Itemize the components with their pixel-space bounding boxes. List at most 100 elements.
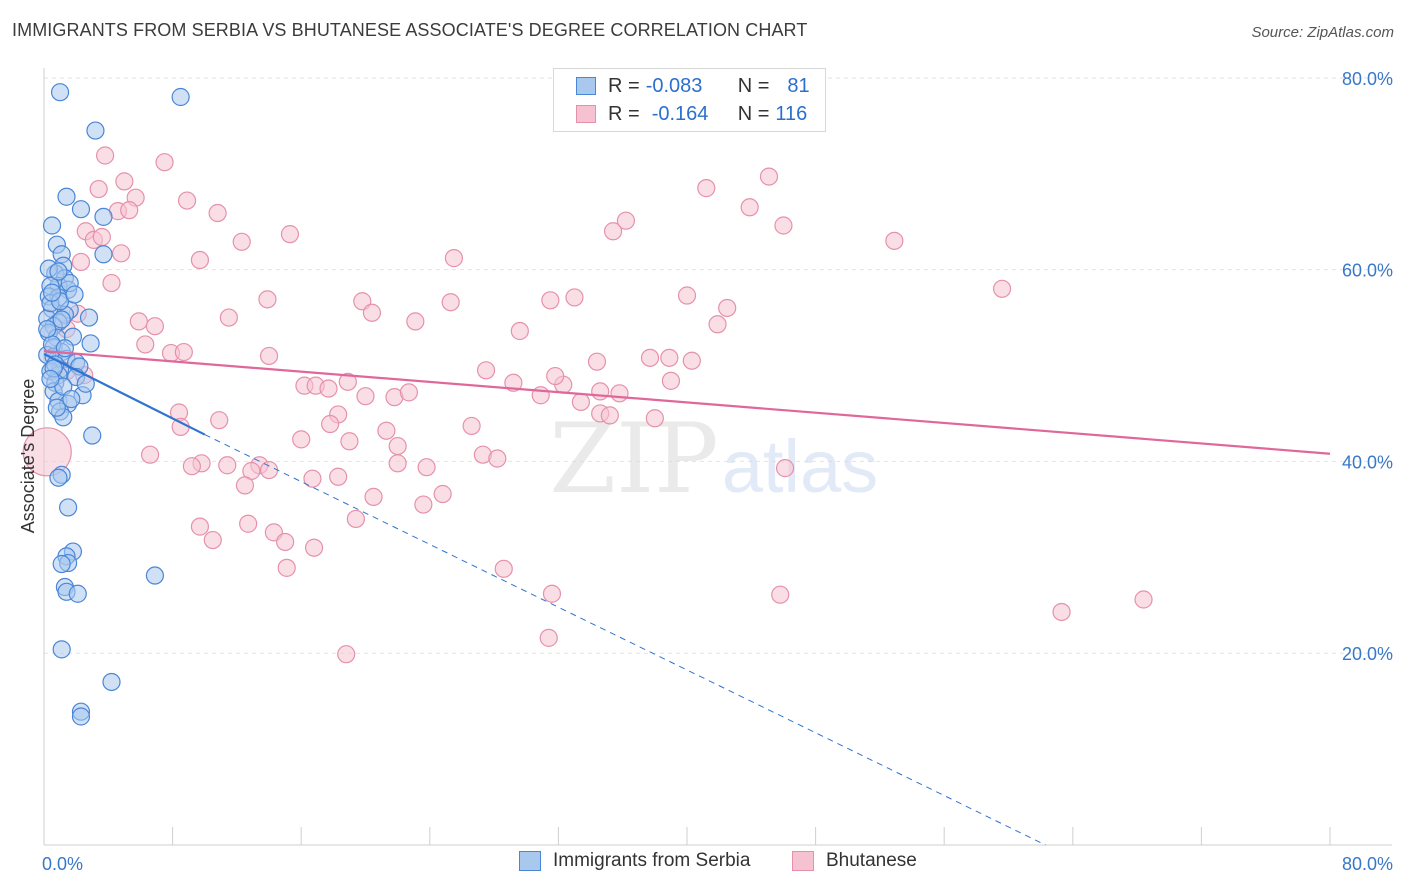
y-tick-label: 80.0% (1342, 69, 1393, 89)
legend-item-serbia[interactable]: Immigrants from Serbia (519, 850, 750, 872)
bhutanese-point (759, 167, 779, 186)
axis-labels: 20.0% 40.0% 60.0% 80.0% 0.0% 80.0% Associate's… (18, 69, 1393, 874)
serbia-point (94, 245, 113, 264)
bhutanese-point (600, 406, 619, 425)
bhutanese-points (22, 146, 1153, 664)
bhutanese-point (417, 458, 436, 477)
serbia-point (42, 216, 62, 235)
bhutanese-point (356, 387, 375, 406)
n-label: N = (737, 74, 770, 97)
bhutanese-point (208, 203, 227, 223)
bhutanese-point (1052, 602, 1071, 622)
serbia-point (94, 207, 113, 226)
serbia-point (59, 498, 78, 517)
legend-row-serbia: R = -0.083 N = 81 (576, 74, 810, 98)
serbia-point (52, 310, 71, 329)
r-label: R = (608, 74, 640, 97)
serbia-point (50, 83, 70, 102)
bhutanese-point (190, 517, 210, 536)
legend-row-bhutan: R = -0.164 N = 116 (576, 102, 807, 126)
trend-lines (43, 350, 1331, 846)
bhutanese-point (136, 335, 155, 354)
bhutanese-point (414, 495, 433, 514)
bhutanese-point (388, 436, 407, 456)
bhutan-n-value: 116 (775, 102, 808, 125)
serbia-point (71, 707, 91, 726)
bhutanese-point (571, 392, 591, 412)
bhutanese-point (102, 273, 121, 293)
bhutanese-point (259, 346, 279, 366)
bhutanese-point (587, 352, 607, 371)
bhutanese-point (239, 514, 258, 533)
bhutanese-point (171, 417, 190, 436)
watermark-zip: ZIP (549, 403, 718, 515)
bhutanese-point (640, 348, 660, 367)
bhutanese-point (697, 179, 716, 198)
bhutanese-point (539, 628, 558, 647)
bhutanese-point (364, 487, 383, 506)
grid-lines (44, 77, 1392, 654)
serbia-point (65, 285, 84, 304)
chart-title: IMMIGRANTS FROM SERBIA VS BHUTANESE ASSO… (12, 20, 808, 40)
bhutanese-point (89, 179, 108, 199)
serbia-point (42, 283, 62, 302)
bhutanese-point (645, 409, 664, 428)
bhutanese-point (174, 342, 193, 362)
bhutanese-point (661, 371, 681, 390)
bhutanese-point (771, 585, 790, 604)
y-tick-label: 40.0% (1342, 452, 1393, 472)
serbia-point (57, 187, 76, 206)
serbia-trend-line (43, 353, 206, 436)
bhutan-r-value: -0.164 (651, 102, 709, 125)
bhutanese-point (591, 382, 610, 401)
bhutan-swatch (576, 105, 596, 123)
bhutanese-point (304, 538, 324, 557)
series-legend: Immigrants from Serbia Bhutanese (0, 850, 1406, 878)
r-label: R = (608, 102, 640, 125)
source-credit: Source: ZipAtlas.com (1251, 24, 1394, 41)
bhutanese-point (218, 456, 237, 475)
bhutanese-point (610, 384, 629, 403)
bhutanese-point (1134, 590, 1153, 609)
bhutanese-point (660, 348, 679, 367)
serbia-point (52, 640, 71, 659)
bhutanese-point (277, 558, 296, 577)
bhutanese-point (232, 232, 251, 251)
serbia-point (68, 584, 87, 603)
bhutanese-point (992, 279, 1012, 298)
watermark-atlas: atlas (722, 425, 878, 508)
bhutanese-point (616, 211, 636, 230)
n-label: N = (737, 102, 770, 125)
bhutanese-point (155, 153, 174, 172)
bhutanese-point (177, 191, 197, 210)
serbia-point (41, 369, 60, 389)
bhutanese-point (280, 225, 300, 244)
serbia-point (171, 87, 190, 107)
bhutanese-point (292, 430, 311, 449)
y-tick-label: 60.0% (1342, 261, 1393, 281)
bhutan-legend-label: Bhutanese (826, 850, 917, 871)
bhutanese-trend-line (43, 350, 1331, 455)
bhutanese-point (319, 379, 338, 398)
serbia-swatch (576, 77, 596, 95)
serbia-point (47, 398, 66, 417)
bhutanese-point (488, 449, 507, 468)
bhutanese-point (235, 476, 255, 495)
bhutanese-point (203, 530, 222, 550)
bhutanese-point (510, 321, 529, 341)
x-tick-label-max: 80.0% (1342, 854, 1393, 874)
serbia-n-value: 81 (787, 74, 810, 97)
bhutanese-point (140, 445, 160, 464)
bhutanese-point (129, 312, 148, 331)
bhutanese-point (542, 584, 562, 603)
serbia-points (38, 83, 190, 726)
bhutanese-point (92, 227, 111, 247)
bhutanese-point (338, 372, 357, 391)
bhutanese-point (441, 293, 460, 312)
bhutanese-point (476, 361, 496, 380)
bhutanese-point (774, 216, 793, 235)
bhutanese-point (541, 291, 560, 310)
legend-item-bhutan[interactable]: Bhutanese (792, 850, 917, 872)
serbia-point (83, 426, 102, 445)
